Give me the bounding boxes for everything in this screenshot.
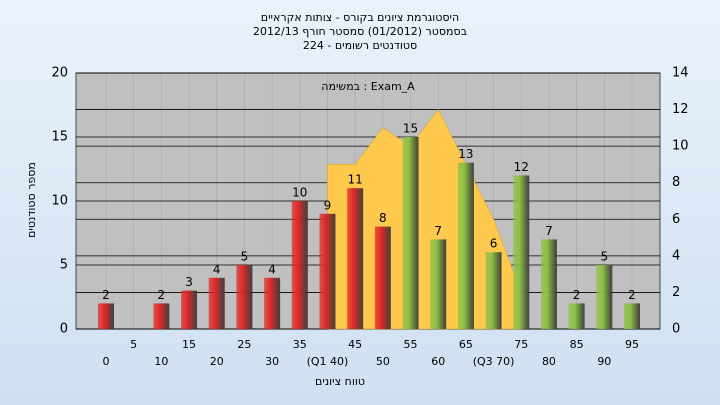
bar — [208, 277, 225, 329]
x-tick-label: 85 — [570, 338, 584, 351]
data-label: 4 — [268, 262, 276, 276]
y-tick-label: 20 — [51, 66, 68, 81]
bar — [98, 303, 114, 329]
x-tick-label: 65 — [459, 338, 473, 351]
bar — [568, 303, 585, 329]
y2-tick-label: 0 — [672, 322, 680, 337]
bar — [596, 265, 613, 329]
data-label: 3 — [185, 275, 193, 289]
chart-subtitle: בסמסטר (01/2012) סמסטר חורף 2012/13 — [253, 25, 467, 38]
y2-tick-label: 4 — [672, 248, 680, 263]
x-tick-label: 25 — [237, 338, 251, 351]
y2-tick-label: 8 — [672, 175, 680, 190]
x-tick-label: 75 — [514, 338, 528, 351]
x-tick-label: 0 — [103, 355, 110, 368]
x-tick-label: 95 — [625, 338, 639, 351]
x-tick-label: 20 — [210, 355, 224, 368]
y2-tick-label: 10 — [672, 139, 689, 154]
x-tick-label: 55 — [404, 338, 418, 351]
data-label: 5 — [600, 250, 608, 264]
data-label: 7 — [434, 224, 442, 238]
data-label: 2 — [102, 288, 110, 302]
bar — [513, 175, 530, 329]
bar — [181, 290, 198, 329]
x-tick-label: 90 — [597, 355, 611, 368]
x-tick-label: (Q1 40) — [307, 355, 349, 368]
bar — [153, 303, 170, 329]
data-label: 11 — [348, 173, 363, 187]
x-tick-label: 45 — [348, 338, 362, 351]
bar — [374, 226, 391, 329]
bar — [236, 265, 253, 329]
y-tick-label: 15 — [51, 130, 68, 145]
x-tick-label: 80 — [542, 355, 556, 368]
annotation: במשימה : Exam_A — [321, 80, 415, 93]
y2-tick-label: 6 — [672, 212, 680, 227]
bar — [430, 239, 447, 329]
bar — [457, 162, 474, 329]
data-label: 10 — [292, 186, 307, 200]
chart-title: היסטוגרמת ציונים בקורס - צותות אקראיים — [261, 11, 459, 24]
y-axis-label: מספר סטודנטים — [25, 162, 38, 238]
bar — [402, 137, 419, 329]
y2-tick-label: 2 — [672, 285, 680, 300]
data-label: 2 — [628, 288, 636, 302]
bar — [291, 201, 308, 329]
x-tick-label: 60 — [431, 355, 445, 368]
bar — [624, 303, 640, 329]
data-label: 12 — [514, 160, 529, 174]
y2-tick-label: 12 — [672, 102, 689, 117]
data-label: 5 — [241, 250, 249, 264]
x-tick-label: 50 — [376, 355, 390, 368]
bar — [485, 252, 502, 329]
y-tick-label: 5 — [60, 258, 68, 273]
x-tick-label: (Q3 70) — [473, 355, 515, 368]
data-label: 6 — [490, 237, 498, 251]
x-tick-label: 15 — [182, 338, 196, 351]
bar — [347, 188, 364, 329]
data-label: 9 — [324, 198, 332, 212]
x-tick-label: 10 — [154, 355, 168, 368]
y-tick-label: 0 — [60, 322, 68, 337]
x-tick-label: 5 — [130, 338, 137, 351]
data-label: 7 — [545, 224, 553, 238]
data-label: 8 — [379, 211, 387, 225]
data-label: 4 — [213, 262, 221, 276]
data-label: 2 — [573, 288, 581, 302]
data-label: 15 — [403, 122, 418, 136]
y-tick-label: 10 — [51, 194, 68, 209]
y2-tick-label: 14 — [672, 66, 689, 81]
data-label: 2 — [158, 288, 166, 302]
x-axis-label: טווח ציונים — [315, 375, 365, 388]
bar — [264, 277, 281, 329]
x-tick-label: 30 — [265, 355, 279, 368]
data-label: 13 — [458, 147, 473, 161]
bar — [319, 213, 336, 329]
chart-subtitle: סטודנטים רשומים - 224 — [303, 39, 417, 52]
x-tick-label: 35 — [293, 338, 307, 351]
bar — [540, 239, 557, 329]
